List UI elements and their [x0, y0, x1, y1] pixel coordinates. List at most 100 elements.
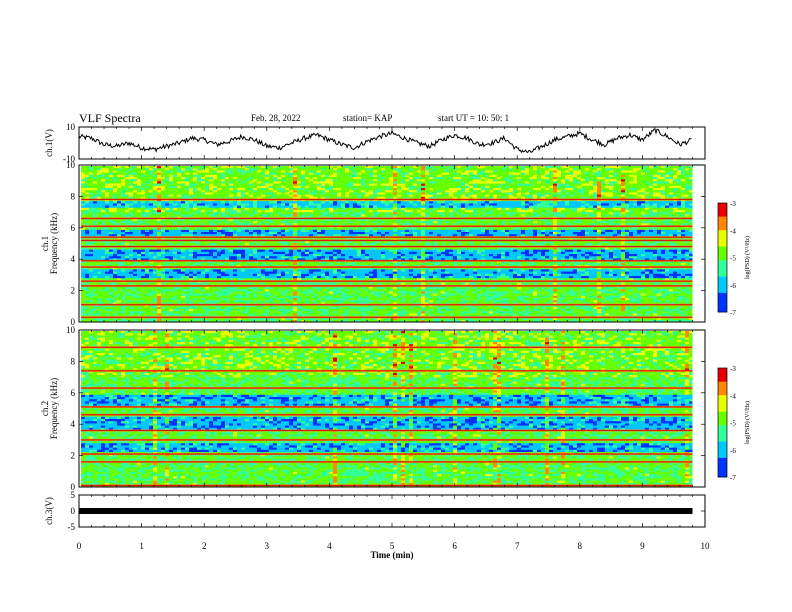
spectrogram-cell — [205, 194, 209, 198]
spectrogram-cell — [85, 278, 89, 281]
spectrogram-cell — [245, 194, 249, 198]
spectrogram-cell — [213, 320, 217, 323]
spectrogram-cell — [209, 168, 213, 171]
spectrogram-cell — [249, 258, 253, 261]
spectrogram-cell — [257, 172, 261, 176]
spectrogram-cell — [333, 196, 337, 200]
spectrogram-cell — [241, 166, 245, 169]
spectrogram-cell — [85, 170, 89, 173]
spectrogram-cell — [237, 298, 241, 301]
spectrogram-cell — [217, 282, 221, 286]
spectrogram-cell — [325, 304, 329, 308]
spectrogram-cell — [289, 254, 293, 257]
spectrogram-cell — [177, 168, 181, 171]
spectrogram-cell — [161, 221, 165, 224]
spectrogram-cell — [141, 223, 145, 226]
spectrogram-cell — [109, 278, 113, 281]
spectrogram-cell — [309, 196, 313, 200]
spectrogram-cell — [205, 210, 209, 213]
spectrogram-cell — [325, 240, 329, 244]
spectrogram-cell — [225, 218, 229, 222]
spectrogram-cell — [93, 273, 97, 277]
spectrogram-cell — [153, 210, 157, 213]
spectrogram-cell — [281, 166, 285, 169]
spectrogram-cell — [109, 168, 113, 171]
spectrogram-cell — [85, 218, 89, 222]
spectrogram-cell — [157, 287, 161, 290]
y-tick-label: -10 — [63, 154, 75, 164]
spectrogram-cell — [329, 207, 333, 211]
spectrogram-cell — [229, 256, 233, 259]
spectrogram-cell — [221, 190, 225, 193]
spectrogram-cell — [229, 278, 233, 281]
spectrogram-cell — [201, 207, 205, 211]
spectrogram-cell — [177, 300, 181, 303]
spectrogram-cell — [89, 311, 93, 314]
spectrogram-cell — [349, 311, 353, 314]
spectrogram-cell — [149, 243, 153, 246]
spectrogram-cell — [125, 174, 129, 178]
spectrogram-cell — [225, 221, 229, 224]
spectrogram-cell — [133, 289, 137, 292]
spectrogram-cell — [165, 168, 169, 171]
spectrogram-cell — [173, 291, 177, 294]
spectrogram-cell — [353, 190, 357, 193]
spectrogram-cell — [349, 313, 353, 316]
spectrogram-cell — [301, 247, 305, 250]
spectrogram-cell — [349, 309, 353, 312]
spectrogram-cell — [197, 309, 201, 312]
spectrogram-cell — [253, 190, 257, 193]
spectrogram-cell — [225, 205, 229, 209]
spectrogram-cell — [269, 207, 273, 211]
spectrogram-cell — [209, 201, 213, 204]
spectrogram-cell — [85, 177, 89, 180]
spectrogram-cell — [353, 254, 357, 257]
spectrogram-cell — [253, 249, 257, 253]
spectrogram-cell — [313, 196, 317, 200]
spectrogram-cell — [201, 196, 205, 200]
spectrogram-cell — [137, 289, 141, 292]
spectrogram-cell — [105, 291, 109, 294]
spectrogram-cell — [125, 207, 129, 211]
spectrogram-cell — [261, 205, 265, 209]
spectrogram-cell — [333, 207, 337, 211]
spectrogram-cell — [237, 291, 241, 294]
spectrogram-cell — [145, 317, 149, 321]
spectrogram-cell — [97, 306, 101, 310]
spectrogram-cell — [241, 317, 245, 321]
spectrogram-cell — [189, 304, 193, 308]
spectrogram-cell — [157, 282, 161, 286]
spectrogram-cell — [281, 306, 285, 310]
spectrogram-cell — [237, 306, 241, 310]
spectrogram-cell — [193, 311, 197, 314]
spectrogram-cell — [309, 232, 313, 235]
spectrogram-cell — [81, 311, 85, 314]
spectrogram-cell — [353, 221, 357, 224]
spectrogram-cell — [277, 201, 281, 204]
spectrogram-cell — [265, 273, 269, 277]
spectrogram-cell — [89, 254, 93, 257]
spectrogram-cell — [149, 287, 153, 290]
spectrogram-cell — [125, 223, 129, 226]
spectrogram-cell — [89, 192, 93, 195]
spectrogram-cell — [193, 188, 197, 191]
spectrogram-cell — [189, 194, 193, 198]
spectrogram-cell — [117, 256, 121, 259]
spectrogram-cell — [137, 181, 141, 184]
spectrogram-cell — [333, 293, 337, 297]
spectrogram-cell — [161, 313, 165, 316]
spectrogram-cell — [221, 214, 225, 217]
spectrogram-cell — [301, 188, 305, 191]
spectrogram-cell — [101, 210, 105, 213]
spectrogram-cell — [149, 221, 153, 224]
spectrogram-cell — [125, 278, 129, 281]
spectrogram-cell — [97, 267, 101, 270]
spectrogram-cell — [309, 298, 313, 301]
spectrogram-cell — [109, 258, 113, 261]
spectrogram-cell — [93, 262, 97, 266]
spectrogram-cell — [197, 232, 201, 235]
spectrogram-cell — [281, 260, 285, 264]
spectrogram-cell — [129, 269, 133, 272]
spectrogram-cell — [129, 291, 133, 294]
spectrogram-cell — [245, 293, 249, 297]
